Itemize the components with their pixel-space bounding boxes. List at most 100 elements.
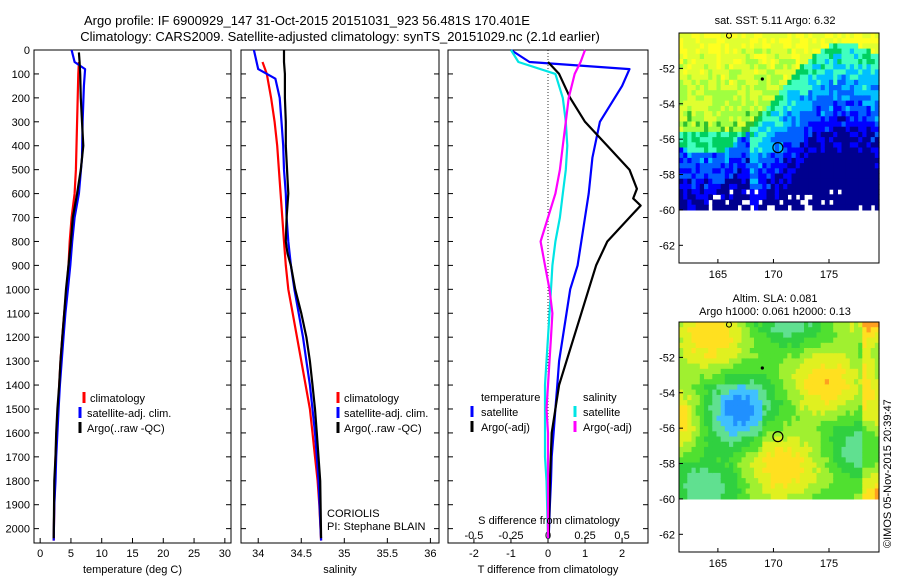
map-cell xyxy=(716,462,722,469)
map-cell xyxy=(691,389,697,396)
map-cell xyxy=(733,48,738,55)
map-cell xyxy=(766,163,772,169)
map-cell xyxy=(716,90,722,96)
map-cell xyxy=(799,64,805,70)
map-cell xyxy=(837,90,843,96)
map-cell xyxy=(687,488,693,495)
map-cell xyxy=(704,337,709,344)
map-cell xyxy=(754,90,759,96)
map-cell xyxy=(687,152,693,159)
map-cell xyxy=(779,38,784,44)
map-cell xyxy=(754,126,759,133)
y-tick-label: -54 xyxy=(659,99,675,111)
map-cell xyxy=(862,431,868,438)
map-cell xyxy=(820,43,826,50)
map-cell xyxy=(795,189,801,195)
map-cell xyxy=(783,452,788,458)
series-line xyxy=(510,49,569,539)
map-cell xyxy=(820,472,826,479)
map-cell xyxy=(791,152,797,159)
map-cell xyxy=(720,353,726,359)
map-cell xyxy=(770,379,776,385)
map-cell xyxy=(849,163,855,169)
s-difference-axis-label: S difference from climatology xyxy=(478,515,620,527)
map-cell xyxy=(679,95,684,102)
map-cell xyxy=(779,53,784,60)
map-cell xyxy=(724,483,730,490)
map-cell xyxy=(849,332,855,339)
map-cell xyxy=(833,441,838,448)
map-cell xyxy=(833,436,838,443)
map-cell xyxy=(779,90,784,96)
map-cell xyxy=(849,462,855,469)
map-cell xyxy=(737,126,743,133)
map-cell xyxy=(854,59,859,65)
map-cell xyxy=(683,415,688,422)
map-cell xyxy=(812,452,818,458)
map-cell xyxy=(699,410,705,417)
map-cell xyxy=(737,199,743,206)
map-cell xyxy=(691,38,697,44)
map-cell xyxy=(699,342,705,349)
map-cell xyxy=(737,327,743,333)
map-cell xyxy=(712,478,718,484)
map-cell xyxy=(799,152,805,159)
map-cell xyxy=(820,48,826,55)
map-cell xyxy=(679,173,684,180)
map-cell xyxy=(733,69,738,76)
map-cell xyxy=(866,43,872,50)
map-cell xyxy=(691,90,697,96)
map-cell xyxy=(787,467,793,474)
map-cell xyxy=(691,142,697,149)
map-cell xyxy=(783,353,788,359)
pi-label: PI: Stephane BLAIN xyxy=(327,521,426,533)
map-cell xyxy=(716,342,722,349)
map-cell xyxy=(837,348,843,354)
map-cell xyxy=(687,358,693,365)
map-cell xyxy=(695,152,701,159)
map-cell xyxy=(737,446,743,453)
map-cell xyxy=(845,137,851,143)
map-cell xyxy=(758,415,763,422)
map-cell xyxy=(779,467,784,474)
map-cell xyxy=(691,111,697,117)
map-cell xyxy=(754,74,759,81)
map-cell xyxy=(795,204,801,211)
map-cell xyxy=(862,446,868,453)
map-cell xyxy=(812,379,818,385)
map-cell xyxy=(820,431,826,438)
map-cell xyxy=(804,38,809,44)
map-cell xyxy=(716,332,722,339)
map-cell xyxy=(791,441,797,448)
map-cell xyxy=(749,178,755,185)
map-cell xyxy=(812,173,818,180)
map-cell xyxy=(687,441,693,448)
map-cell xyxy=(849,342,855,349)
map-cell xyxy=(712,79,718,86)
map-cell xyxy=(799,478,805,484)
map-cell xyxy=(720,189,726,195)
map-cell xyxy=(708,400,713,406)
map-cell xyxy=(812,59,818,65)
map-cell xyxy=(833,462,838,469)
map-cell xyxy=(712,410,718,417)
map-cell xyxy=(716,389,722,396)
map-cell xyxy=(745,64,751,70)
map-cell xyxy=(766,90,772,96)
map-cell xyxy=(724,441,730,448)
map-cell xyxy=(829,64,834,70)
map-cell xyxy=(795,116,801,123)
map-cell xyxy=(874,400,880,406)
map-cell xyxy=(874,105,880,112)
map-cell xyxy=(783,478,788,484)
map-cell xyxy=(808,400,813,406)
map-cell xyxy=(724,394,730,401)
map-cell xyxy=(812,126,818,133)
map-cell xyxy=(708,126,713,133)
map-cell xyxy=(720,43,726,50)
map-cell xyxy=(870,95,876,102)
map-cell xyxy=(816,100,822,107)
s-tick-label: 0.25 xyxy=(574,530,595,542)
map-cell xyxy=(741,116,747,123)
map-cell xyxy=(695,410,701,417)
